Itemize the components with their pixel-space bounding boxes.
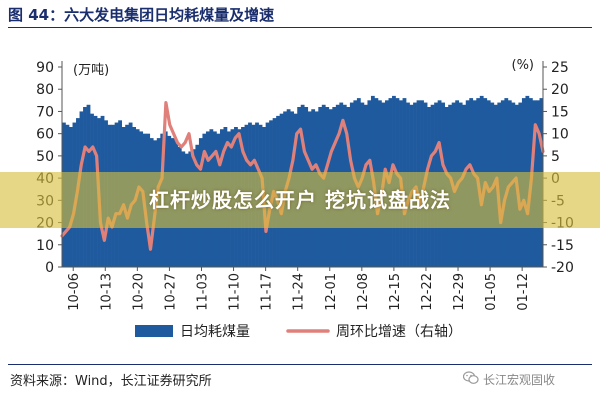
left-tick-label: 70	[36, 104, 54, 120]
overlay-banner	[0, 172, 600, 228]
right-tick-label: -15	[551, 238, 574, 254]
x-tick-label: 10-27	[163, 273, 178, 311]
x-tick-label: 12-15	[388, 273, 403, 311]
left-tick-label: 80	[36, 82, 54, 98]
right-tick-label: 25	[551, 60, 569, 76]
overlay-banner-text: 杠杆炒股怎么开户 挖坑试盘战法	[149, 188, 451, 212]
x-tick-label: 10-13	[99, 273, 114, 311]
right-axis-unit: (%)	[512, 58, 535, 73]
left-tick-label: 0	[45, 260, 54, 276]
right-tick-label: 15	[551, 104, 569, 120]
watermark-text: 长江宏观固收	[483, 373, 556, 387]
right-tick-label: 5	[551, 149, 560, 165]
x-tick-label: 11-24	[292, 273, 307, 311]
source-note: 资料来源：Wind，长江证券研究所	[10, 374, 212, 389]
x-tick-label: 11-03	[195, 273, 210, 311]
legend-bar-swatch	[135, 325, 173, 337]
left-tick-label: 50	[36, 149, 54, 165]
x-tick-label: 01-12	[516, 273, 531, 311]
source-divider	[8, 364, 592, 365]
legend-layer: 日均耗煤量 周环比增速（右轴）	[135, 324, 462, 340]
left-tick-label: 60	[36, 127, 54, 143]
x-tick-label: 12-29	[452, 273, 467, 311]
legend-bar-label: 日均耗煤量	[180, 324, 250, 340]
x-tick-label: 12-22	[420, 273, 435, 311]
figure-title: 图 44：六大发电集团日均耗煤量及增速	[8, 6, 275, 24]
x-tick-label: 11-10	[228, 273, 243, 311]
right-tick-label: 20	[551, 82, 569, 98]
left-tick-label: 10	[36, 238, 54, 254]
title-divider	[8, 27, 592, 28]
x-tick-label: 11-17	[260, 273, 275, 311]
left-tick-label: 90	[36, 60, 54, 76]
right-tick-label: -20	[551, 260, 574, 276]
x-tick-label: 10-20	[131, 273, 146, 311]
wechat-icon	[463, 371, 479, 384]
right-tick-label: 10	[551, 127, 569, 143]
x-tick-label: 12-01	[324, 273, 339, 311]
x-tick-label: 10-06	[67, 273, 82, 311]
x-tick-label: 01-05	[484, 273, 499, 311]
x-tick-label: 12-08	[356, 273, 371, 311]
left-axis-unit: (万吨)	[73, 63, 109, 78]
legend-line-label: 周环比增速（右轴）	[336, 324, 462, 340]
